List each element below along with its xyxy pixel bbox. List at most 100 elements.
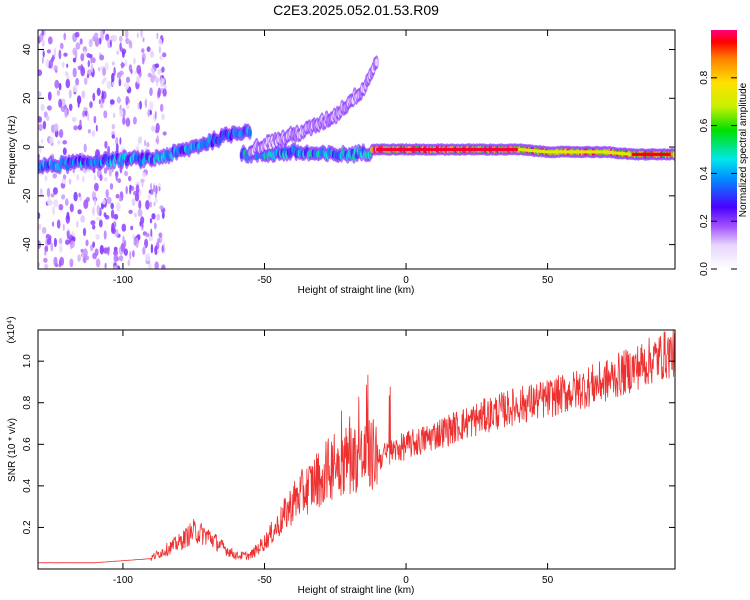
spectrogram-y-tick-label: 0 (22, 144, 33, 150)
spectrogram-noise-cell (122, 116, 126, 126)
spectrogram-noise-cell (115, 193, 120, 199)
spectrogram-noise-cell (94, 197, 97, 207)
spectrogram-noise-cell (137, 102, 140, 110)
spectrogram-noise-cell (96, 216, 101, 221)
snr-plot-area (38, 330, 675, 569)
spectrogram-noise-cell (116, 202, 121, 212)
spectrogram-noise-cell (61, 98, 66, 107)
spectrogram-noise-cell (111, 123, 116, 130)
spectrogram-noise-cell (96, 87, 101, 96)
spectrogram-noise-cell (69, 258, 74, 267)
spectrogram-noise-cell (138, 200, 142, 210)
spectrogram-noise-cell (147, 72, 152, 78)
spectrogram-noise-cell (157, 248, 160, 254)
spectrogram-noise-cell (85, 239, 89, 247)
spectrogram-noise-cell (162, 88, 167, 97)
spectrogram-noise-cell (140, 178, 145, 183)
spectrogram-core-cell (374, 58, 379, 67)
spectrogram-noise-cell (124, 30, 129, 38)
spectrogram-noise-cell (157, 182, 162, 189)
spectrogram-ridge-0 (38, 123, 252, 175)
spectrogram-noise-cell (157, 238, 161, 244)
spectrogram-noise-cell (94, 37, 100, 47)
spectrogram-frame (37, 29, 676, 270)
spectrogram-noise-cell (160, 103, 164, 112)
spectrogram-noise-cell (113, 254, 119, 262)
snr-frame (37, 329, 676, 570)
spectrogram-noise-cell (134, 212, 137, 218)
spectrogram-noise-cell (127, 259, 131, 267)
spectrogram-noise-cell (95, 258, 101, 268)
colorbar-tick-label: 0.8 (699, 70, 710, 84)
spectrogram-noise-cell (125, 117, 131, 127)
spectrogram-noise-cell (104, 262, 107, 269)
spectrogram-noise-cell (38, 144, 42, 154)
spectrogram-noise-cell (147, 108, 150, 118)
spectrogram-x-axis-label: Height of straight line (km) (298, 285, 415, 296)
spectrogram-noise-cell (116, 50, 119, 55)
spectrogram-noise-cell (146, 141, 150, 148)
spectrogram-noise-cell (157, 87, 161, 98)
spectrogram-noise-cell (78, 192, 81, 198)
spectrogram-noise-cell (46, 238, 52, 245)
spectrogram-heatmap (38, 30, 675, 269)
spectrogram-noise-cell (156, 78, 159, 87)
spectrogram-noise-cell (47, 197, 52, 207)
spectrogram-noise-cell (39, 188, 43, 197)
spectrogram-noise-cell (149, 101, 154, 111)
spectrogram-noise-cell (137, 208, 143, 217)
spectrogram-noise-cell (53, 256, 58, 267)
spectrogram-noise-cell (95, 234, 100, 240)
spectrogram-noise-cell (128, 40, 133, 49)
spectrogram-noise-cell (115, 143, 119, 153)
spectrogram-noise-cell (107, 38, 111, 49)
spectrogram-noise-cell (70, 240, 75, 249)
snr-y-axis-label: SNR (10 * v/v) (7, 418, 18, 482)
spectrogram-noise-cell (121, 223, 127, 232)
spectrogram-noise-cell (60, 42, 64, 50)
spectrogram-noise-cell (156, 32, 159, 39)
spectrogram-noise-cell (148, 189, 152, 194)
spectrogram-noise-cell (128, 209, 133, 214)
spectrogram-noise-cell (53, 65, 58, 72)
spectrogram-x-tick-label: 50 (542, 275, 554, 286)
spectrogram-noise-cell (92, 224, 96, 230)
spectrogram-noise-cell (44, 175, 48, 182)
spectrogram-noise-cell (111, 72, 115, 83)
spectrogram-noise-cell (149, 50, 154, 58)
spectrogram-noise-cell (98, 37, 102, 45)
spectrogram-noise-cell (38, 91, 42, 98)
spectrogram-noise-cell (72, 85, 78, 93)
spectrogram-y-tick-label: -20 (22, 188, 33, 203)
spectrogram-noise-cell (88, 38, 93, 48)
spectrogram-noise-cell (66, 63, 69, 68)
spectrogram-noise-cell (150, 228, 153, 237)
spectrogram-noise-cell (149, 87, 153, 96)
spectrogram-noise-cell (99, 174, 103, 182)
spectrogram-noise-cell (118, 35, 123, 43)
spectrogram-noise-cell (103, 77, 107, 82)
spectrogram-y-tick-label: -40 (22, 237, 33, 252)
spectrogram-noise-cell (66, 230, 70, 240)
spectrogram-noise-cell (91, 207, 95, 214)
spectrogram-noise-cell (161, 264, 166, 269)
snr-y-tick-label: 0.4 (22, 478, 33, 492)
spectrogram-noise-cell (113, 213, 119, 220)
spectrogram-noise-cell (81, 90, 86, 99)
spectrogram-noise-cell (69, 203, 74, 213)
spectrogram-noise-cell (132, 250, 135, 258)
spectrogram-noise-cell (106, 80, 112, 90)
spectrogram-noise-cell (138, 136, 143, 144)
spectrogram-noise-cell (105, 33, 110, 41)
spectrogram-noise-cell (100, 30, 103, 40)
spectrogram-noise-cell (49, 136, 54, 144)
colorbar: 0.0 0.2 0.4 0.6 0.8 Normalized spectral ampl… (699, 30, 749, 276)
spectrogram-noise-cell (83, 77, 88, 86)
colorbar-tick-label: 0.4 (699, 166, 710, 180)
spectrogram-noise-cell (111, 134, 116, 139)
spectrogram-noise-cell (155, 128, 159, 134)
spectrogram-x-tick-label: -50 (257, 275, 272, 286)
spectrogram-noise-cell (105, 189, 109, 198)
spectrogram-noise-cell (86, 73, 90, 79)
spectrogram-noise-cell (62, 223, 65, 231)
